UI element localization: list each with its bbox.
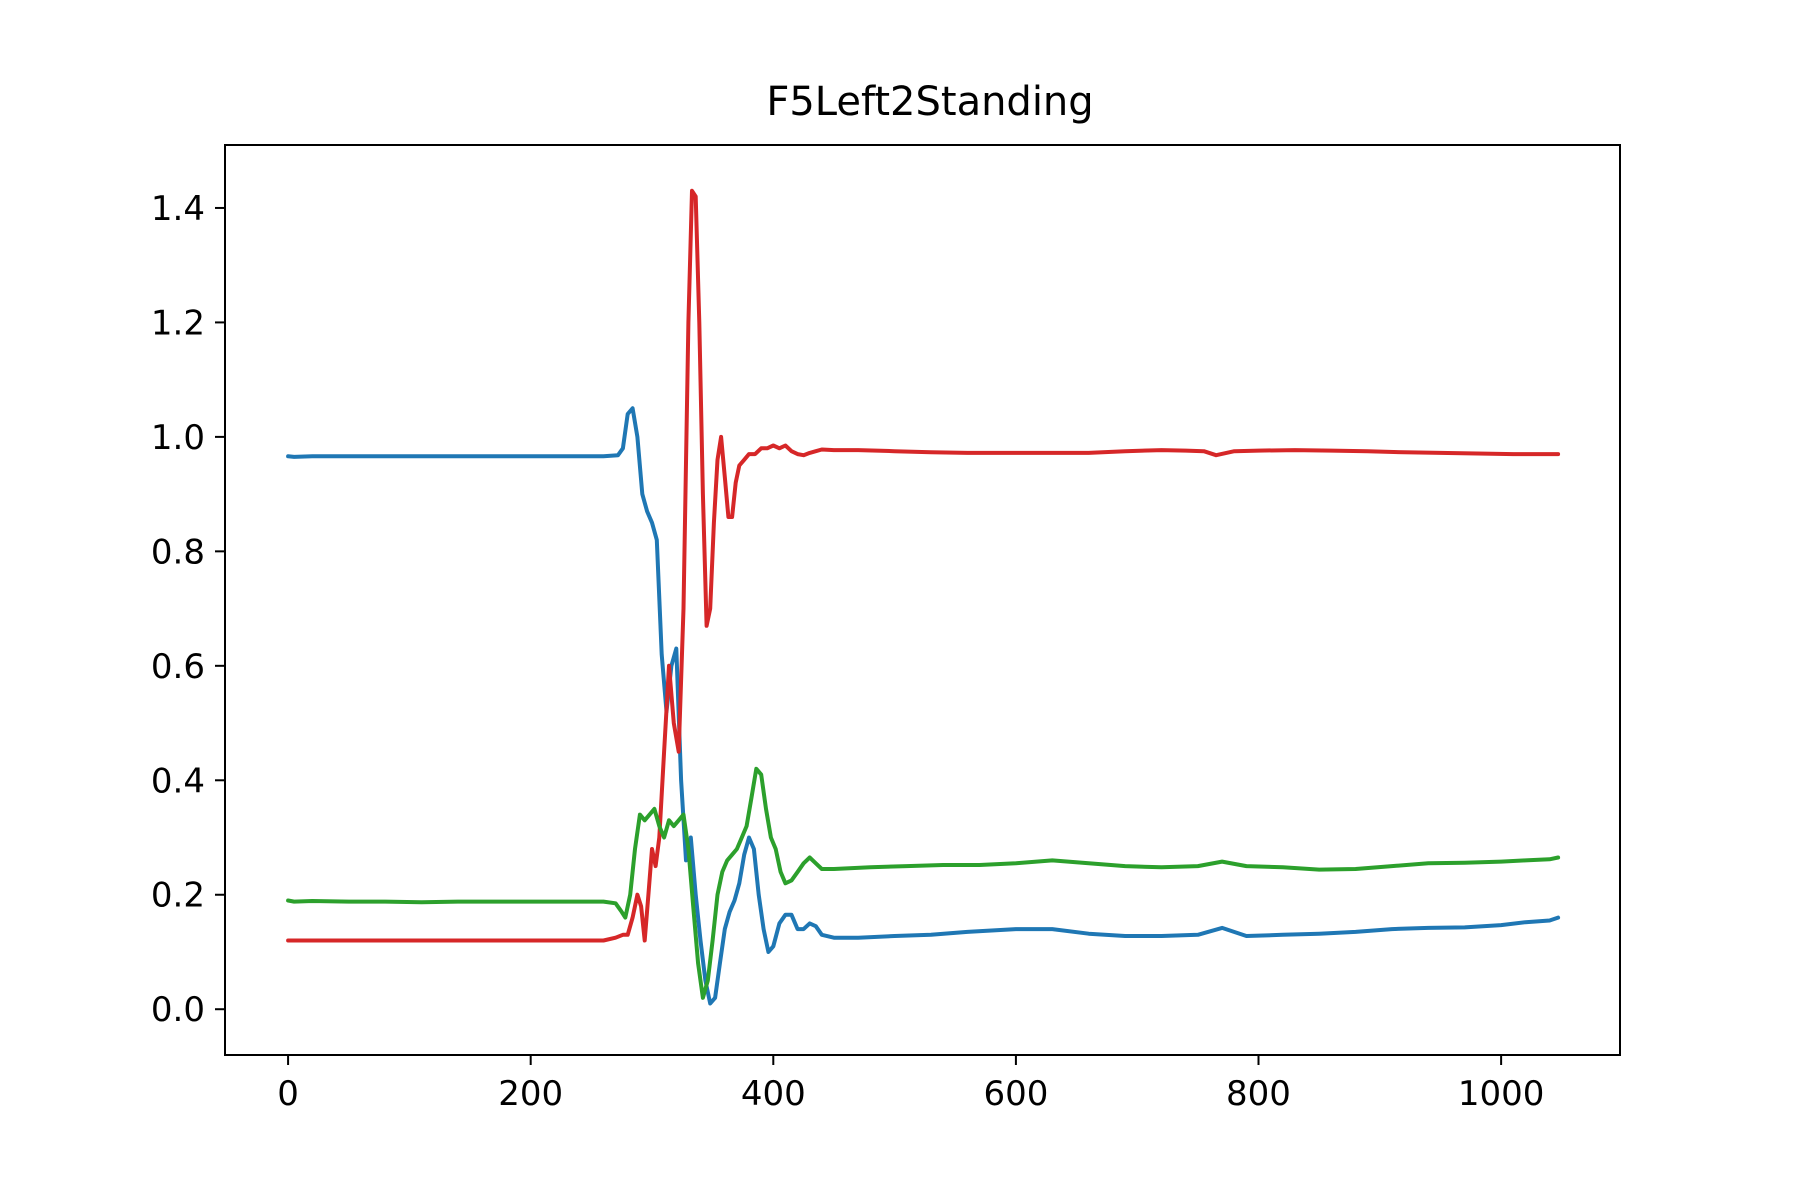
y-tick-label: 0.4: [151, 761, 205, 801]
y-tick-label: 1.4: [151, 189, 205, 229]
x-tick-label: 400: [741, 1074, 806, 1114]
chart-title: F5Left2Standing: [766, 79, 1093, 125]
x-tick-label: 1000: [1458, 1074, 1545, 1114]
plot-area: [225, 145, 1620, 1055]
x-tick-label: 600: [983, 1074, 1048, 1114]
y-tick-label: 0.8: [151, 532, 205, 572]
green-series-line: [286, 766, 1561, 1000]
red-series-line: [286, 188, 1561, 943]
y-tick-label: 1.2: [151, 303, 205, 343]
blue-series-line: [286, 406, 1561, 1006]
plot-background: [225, 145, 1620, 1055]
series-layer: [286, 188, 1561, 1006]
y-tick-label: 0.0: [151, 990, 205, 1030]
axes-layer: 0 200 400 600 800 1000 0.0 0.2 0.4 0.6 0.8 1.0 1.2 1.…: [151, 189, 1544, 1114]
x-tick-label: 0: [277, 1074, 299, 1114]
y-tick-label: 0.6: [151, 647, 205, 687]
plot-frame: [224, 144, 1621, 1056]
x-tick-label: 800: [1226, 1074, 1291, 1114]
y-tick-label: 0.2: [151, 876, 205, 916]
x-tick-label: 200: [498, 1074, 563, 1114]
y-tick-label: 1.0: [151, 418, 205, 458]
